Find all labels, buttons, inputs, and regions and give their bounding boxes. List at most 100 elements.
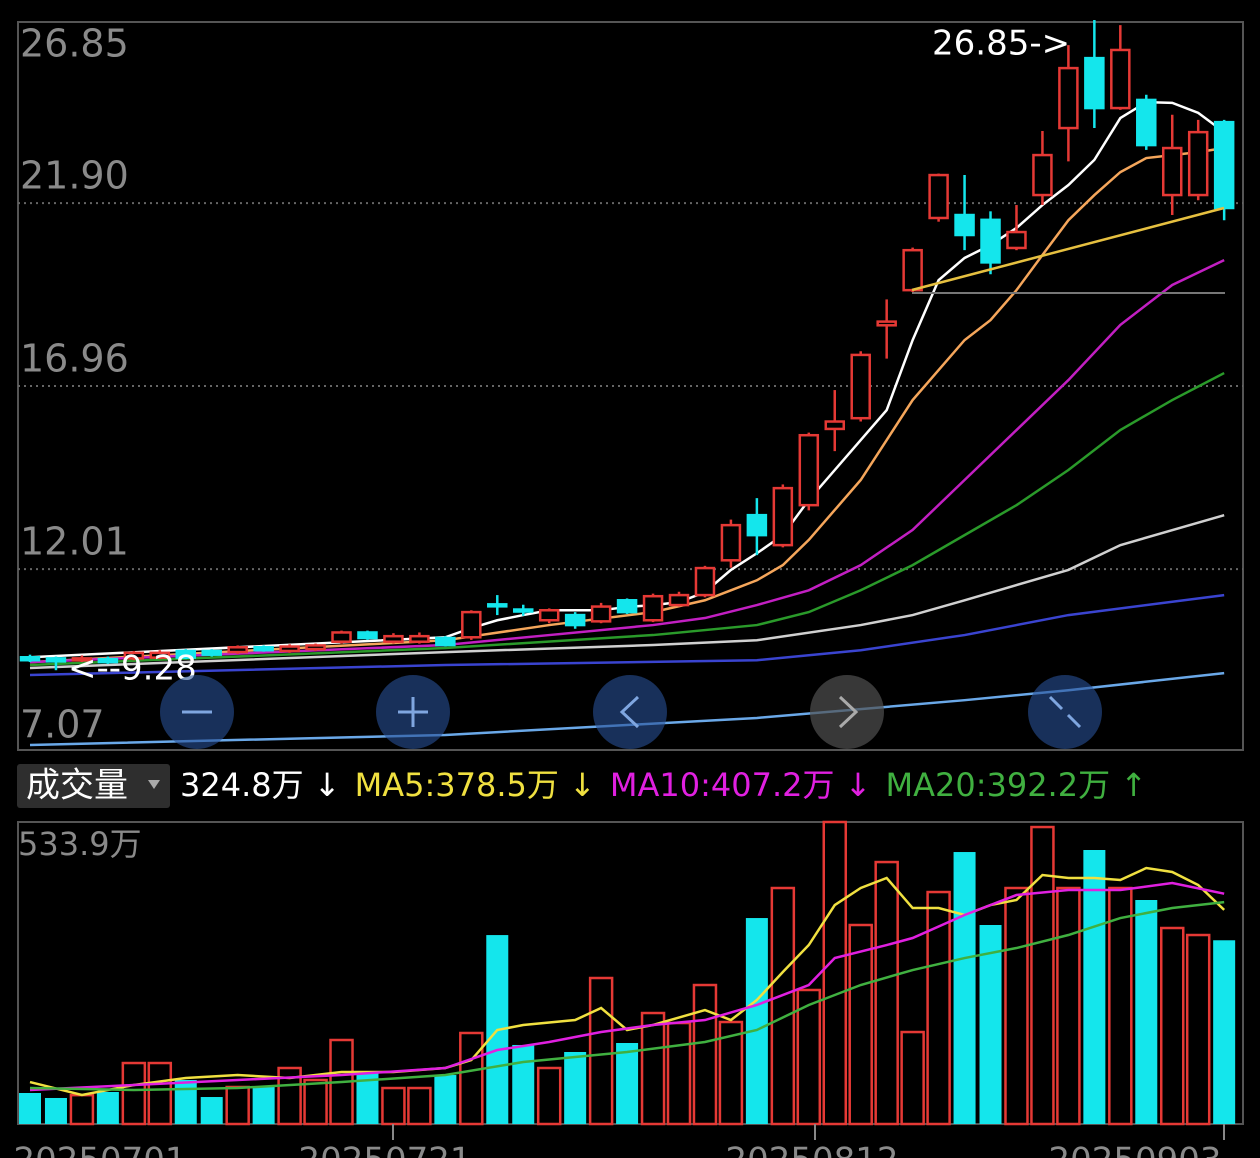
volume-bar [96, 1091, 119, 1124]
ma-line [29, 371, 1225, 667]
ma-line [29, 259, 1225, 664]
indicator-selector[interactable]: 成交量 [17, 764, 170, 808]
volume-bar [200, 1097, 223, 1124]
candle-body [538, 609, 560, 622]
price-layer: 26.85 21.90 16.96 12.01 7.07 [18, 20, 1243, 747]
ma-line [29, 593, 1225, 677]
trend-line [911, 206, 1225, 292]
volume-bar [926, 890, 951, 1126]
candle-body [980, 218, 1001, 264]
volume-tick-label: 533.9万 [18, 825, 142, 863]
volume-bar [692, 983, 718, 1126]
volume-bar [459, 1031, 484, 1126]
zoom-out-button[interactable] [160, 675, 234, 749]
volume-bar [1083, 849, 1106, 1124]
candle-body [1213, 120, 1235, 210]
candle-body [668, 593, 690, 607]
volume-bar [536, 1066, 562, 1126]
candle-body [590, 605, 612, 623]
candle-body [564, 613, 586, 627]
volume-bar [147, 1061, 173, 1126]
candle-body [850, 353, 871, 420]
candle-body [175, 649, 197, 659]
volume-bar [1108, 886, 1133, 1126]
zoom-controls [160, 675, 1102, 749]
volume-bar [434, 1075, 457, 1124]
indicator-label: 成交量 [26, 766, 128, 806]
volume-bar [1135, 900, 1158, 1124]
volume-header-item: MA5:378.5万 ↓ [355, 766, 596, 804]
max-annotation: 26.85-> [932, 24, 1070, 64]
candle-body [1006, 230, 1027, 250]
scroll-left-button[interactable] [593, 675, 667, 749]
volume-bar [69, 1093, 95, 1126]
volume-header-item: MA10:407.2万 ↓ [610, 766, 872, 804]
candle-body [876, 320, 897, 327]
volume-bar [1004, 886, 1029, 1126]
x-tick-label: 20250812 [725, 1141, 898, 1158]
candle-body [824, 420, 846, 431]
volume-bar [19, 1093, 41, 1124]
candle-body [798, 433, 820, 507]
candle-body [331, 631, 352, 643]
ma-line [29, 881, 1225, 1092]
volume-bar [1056, 886, 1081, 1126]
volume-bar [121, 1061, 147, 1126]
y-tick-label: 12.01 [20, 520, 129, 564]
candle-body [1110, 48, 1131, 110]
candle-body [487, 603, 508, 608]
candle-body [1032, 153, 1053, 197]
candle-body [1187, 130, 1209, 197]
candle-body [149, 651, 171, 659]
candle-body [409, 634, 430, 643]
volume-bar [252, 1087, 275, 1124]
volume-bar [1185, 933, 1211, 1126]
volume-bar [303, 1078, 328, 1126]
candle-body [746, 513, 768, 537]
volume-bar [1030, 825, 1055, 1126]
candle-body [720, 523, 742, 562]
candle-body [642, 594, 664, 622]
candle-body [1136, 98, 1157, 147]
candle-body [928, 173, 949, 220]
candle-body [279, 645, 300, 653]
volume-header: 成交量 324.8万 ↓ MA5:378.5万 ↓ MA10:407.2万 ↓ MA2… [17, 764, 1147, 808]
x-tick-label: 20250701 [13, 1141, 186, 1158]
candle-body [772, 486, 794, 547]
volume-bar [822, 820, 848, 1126]
candle-body [253, 646, 274, 652]
volume-bar [900, 1030, 925, 1126]
volume-bar [616, 1042, 639, 1124]
candle-body [123, 651, 145, 660]
x-tick-label: 20250721 [298, 1141, 471, 1158]
zoom-in-button[interactable] [376, 675, 450, 749]
y-tick-label: 16.96 [20, 337, 129, 381]
ma-line [29, 866, 1226, 1097]
volume-bar [770, 886, 796, 1126]
volume-bar [174, 1079, 197, 1124]
candle-body [71, 657, 93, 662]
volume-bar [796, 988, 822, 1126]
date-axis: 20250701 20250721 20250812 20250903 [13, 1124, 1225, 1158]
candle-body [383, 634, 404, 643]
candle-body [954, 213, 975, 237]
volume-bar [745, 918, 768, 1124]
scroll-right-button[interactable] [810, 675, 884, 749]
ma-line [29, 513, 1225, 670]
volume-bar [874, 860, 899, 1126]
volume-header-item: 324.8万 ↓ [180, 766, 341, 804]
volume-bar [277, 1066, 302, 1126]
volume-bar [1159, 926, 1185, 1126]
y-tick-label: 26.85 [20, 22, 129, 66]
volume-bar [512, 1044, 535, 1124]
candle-body [45, 657, 67, 663]
volume-bar [953, 852, 976, 1124]
candle-body [201, 649, 222, 656]
volume-bar [44, 1097, 67, 1124]
shrink-button[interactable] [1028, 675, 1102, 749]
y-tick-label: 7.07 [20, 703, 105, 747]
candle-body [97, 657, 119, 664]
volume-bar [1213, 940, 1236, 1124]
